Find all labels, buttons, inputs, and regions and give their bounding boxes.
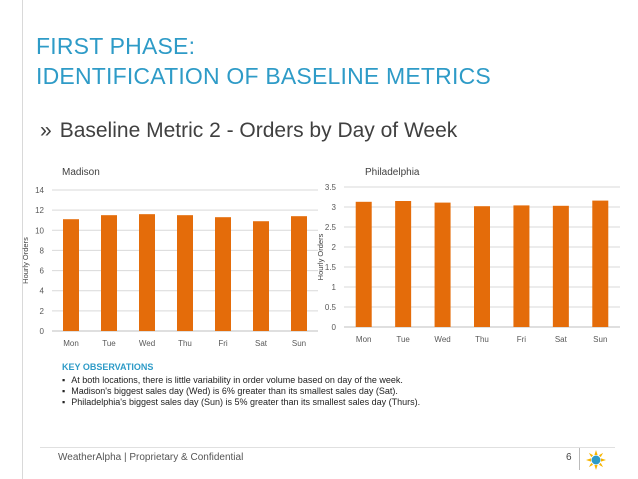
madison-bar-fri [215,217,231,331]
philadelphia-ytick-label: 0.5 [325,303,337,312]
philadelphia-bar-wed [434,202,451,327]
madison-bar-sun [291,216,307,331]
footer-text: WeatherAlpha | Proprietary & Confidentia… [58,452,244,463]
philadelphia-ytick-label: 1 [332,283,337,292]
madison-ytick-label: 6 [40,267,45,276]
observation-item-1: At both locations, there is little varia… [62,375,622,385]
philadelphia-xtick-label: Sun [593,335,607,344]
philadelphia-ytick-label: 2.5 [325,223,337,232]
key-observations: KEY OBSERVATIONS At both locations, ther… [62,362,622,408]
philadelphia-xtick-label: Wed [434,335,450,344]
philadelphia-xtick-label: Fri [517,335,527,344]
philadelphia-chart-title: Philadelphia [365,167,420,178]
observations-heading: KEY OBSERVATIONS [62,362,154,372]
madison-ytick-label: 2 [40,307,45,316]
sun-logo-icon [586,450,606,470]
philadelphia-plot: 0 0.5 1 1.5 2 2.5 3 3.5 Mon Tue Wed Thu Fri Sat Sun Hou… [316,183,620,344]
philadelphia-xtick-label: Tue [396,335,410,344]
philadelphia-xtick-label: Sat [555,335,568,344]
observation-item-3: Philadelphia's biggest sales day (Sun) i… [62,397,622,407]
slide-title-line1: FIRST PHASE: [36,33,196,59]
madison-ytick-label: 10 [35,226,44,235]
left-rule [22,0,23,479]
philadelphia-ytick-label: 0 [332,323,337,332]
madison-xtick-label: Tue [102,339,116,348]
philadelphia-bar-tue [395,201,412,327]
subtitle-chevron: » [40,119,52,142]
madison-y-axis-label: Hourly Orders [21,237,30,284]
slide-subtitle: » Baseline Metric 2 - Orders by Day of We… [40,119,457,143]
philadelphia-bar-mon [355,201,372,327]
madison-ytick-label: 0 [40,327,45,336]
madison-bar-wed [139,214,155,331]
observation-item-2: Madison's biggest sales day (Wed) is 6% … [62,386,622,396]
philadelphia-ytick-label: 3 [332,203,337,212]
madison-ytick-label: 12 [35,206,44,215]
philadelphia-bar-sat [552,205,569,327]
madison-xtick-label: Sun [292,339,306,348]
philadelphia-bar-thu [474,206,490,327]
madison-ytick-label: 8 [40,246,45,255]
slide-title-line2: IDENTIFICATION OF BASELINE METRICS [36,63,491,89]
madison-chart-title: Madison [62,167,100,178]
madison-xtick-label: Thu [178,339,192,348]
philadelphia-xtick-label: Mon [356,335,372,344]
madison-xtick-label: Wed [139,339,155,348]
footer-rule [40,447,615,448]
philadelphia-bar-sun [592,200,609,327]
page-number: 6 [566,452,572,463]
madison-ytick-label: 14 [35,186,44,195]
page-separator [579,448,580,470]
madison-bar-sat [253,221,269,331]
madison-plot: 0 2 4 6 8 10 12 14 Mon Tue Wed Thu Fri Sat Sun Hourly O… [21,186,318,348]
madison-bar-thu [177,215,193,331]
philadelphia-ytick-label: 3.5 [325,183,337,192]
philadelphia-ytick-label: 1.5 [325,263,337,272]
madison-ytick-label: 4 [40,287,45,296]
madison-xtick-label: Sat [255,339,268,348]
madison-bar-tue [101,215,117,331]
philadelphia-ytick-label: 2 [332,243,337,252]
philadelphia-bar-fri [513,205,530,327]
subtitle-text: Baseline Metric 2 - Orders by Day of Wee… [59,119,458,142]
observations-list: At both locations, there is little varia… [62,375,622,407]
madison-bar-mon [63,219,79,331]
philadelphia-y-axis-label: Hourly Orders [316,233,325,280]
madison-xtick-label: Fri [218,339,228,348]
philadelphia-xtick-label: Thu [475,335,489,344]
madison-xtick-label: Mon [63,339,79,348]
